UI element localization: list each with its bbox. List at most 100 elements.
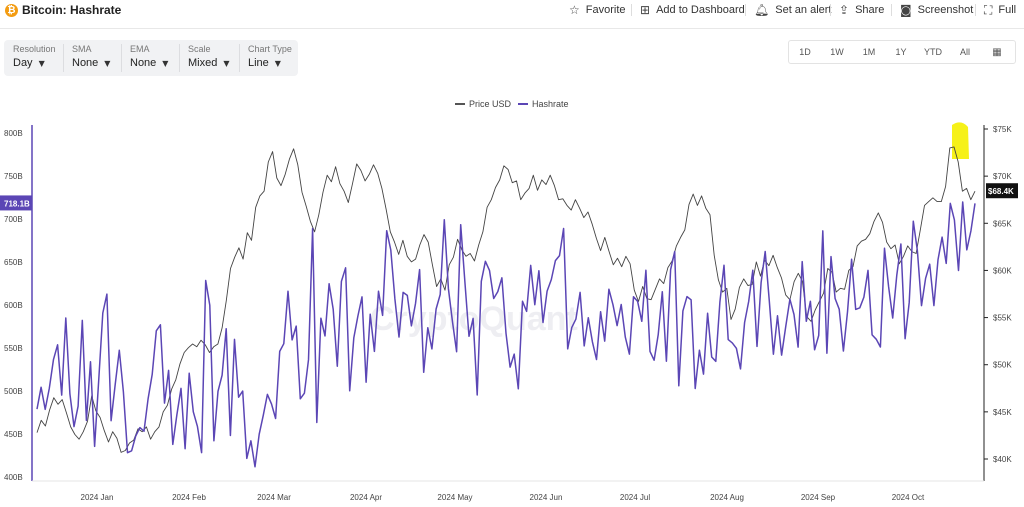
ema-dropdown[interactable]: EMA None ▼ bbox=[130, 44, 168, 69]
x-tick-label: 2024 May bbox=[437, 493, 472, 502]
caret-down-icon: ▼ bbox=[274, 58, 281, 68]
control-divider bbox=[63, 44, 64, 72]
favorite-label: Favorite bbox=[585, 4, 626, 16]
dashboard-add-icon: ⊞ bbox=[640, 3, 651, 17]
range-all-button[interactable]: All bbox=[959, 47, 970, 57]
legend-item-price[interactable]: Price USD bbox=[455, 99, 511, 109]
chart-type-value: Line bbox=[248, 57, 269, 69]
camera-icon: ◙ bbox=[900, 3, 912, 17]
right-tick-label: $70K bbox=[993, 172, 1012, 181]
x-tick-label: 2024 Aug bbox=[710, 493, 744, 502]
x-axis: 2024 Jan 2024 Feb 2024 Mar 2024 Apr 2024 May… bbox=[32, 480, 984, 502]
current-price-label: $68.4K bbox=[988, 187, 1014, 196]
share-button[interactable]: ⇪ Share bbox=[839, 2, 884, 18]
legend-label-price: Price USD bbox=[469, 99, 512, 109]
left-axis: 800B 750B 700B 650B 600B 550B 500B 450B 400B bbox=[4, 125, 33, 482]
resolution-dropdown[interactable]: Resolution Day ▼ bbox=[13, 44, 56, 69]
right-tick-label: $40K bbox=[993, 455, 1012, 464]
right-tick-label: $75K bbox=[993, 125, 1012, 134]
left-tick-label: 750B bbox=[4, 172, 23, 181]
x-tick-label: 2024 Apr bbox=[350, 493, 382, 502]
x-tick-label: 2024 Feb bbox=[172, 493, 206, 502]
legend-swatch-hashrate bbox=[518, 103, 528, 105]
x-tick-label: 2024 Oct bbox=[892, 493, 925, 502]
series-line-price-usd bbox=[36, 146, 976, 453]
range-1d-button[interactable]: 1D bbox=[799, 47, 811, 57]
set-alert-label: Set an alert bbox=[775, 4, 832, 16]
x-tick-label: 2024 Sep bbox=[801, 493, 836, 502]
resolution-value: Day bbox=[13, 57, 33, 69]
scale-dropdown[interactable]: Scale Mixed ▼ bbox=[188, 44, 230, 69]
top-bar: ₿ Bitcoin: Hashrate ☆ Favorite ⊞ Add to … bbox=[0, 0, 1024, 28]
caret-down-icon: ▼ bbox=[104, 58, 111, 68]
legend-label-hashrate: Hashrate bbox=[532, 99, 569, 109]
calendar-icon[interactable]: ▦ bbox=[992, 46, 1002, 58]
bell-icon: 🔔︎ bbox=[754, 3, 770, 17]
left-tick-label: 600B bbox=[4, 301, 23, 310]
toolbar-divider bbox=[830, 4, 831, 16]
axis-value-tags: 718.1B $68.4K bbox=[0, 183, 1018, 211]
current-price-tag bbox=[986, 183, 1018, 199]
header-divider bbox=[0, 28, 1024, 29]
caret-down-icon: ▼ bbox=[38, 58, 45, 68]
toolbar-divider bbox=[975, 4, 976, 16]
left-tick-label: 650B bbox=[4, 258, 23, 267]
legend-item-hashrate[interactable]: Hashrate bbox=[518, 99, 569, 109]
left-tick-label: 800B bbox=[4, 129, 23, 138]
page-title: Bitcoin: Hashrate bbox=[22, 3, 122, 17]
series-line-hashrate bbox=[36, 201, 976, 468]
x-tick-label: 2024 Jul bbox=[620, 493, 650, 502]
ema-label: EMA bbox=[130, 44, 150, 54]
share-icon: ⇪ bbox=[839, 3, 850, 17]
add-to-dashboard-button[interactable]: ⊞ Add to Dashboard bbox=[640, 2, 745, 18]
control-divider bbox=[121, 44, 122, 72]
set-alert-button[interactable]: 🔔︎ Set an alert bbox=[754, 2, 832, 18]
caret-down-icon: ▼ bbox=[162, 58, 169, 68]
left-tick-label: 500B bbox=[4, 387, 23, 396]
highlight-marker bbox=[952, 122, 969, 159]
screenshot-label: Screenshot bbox=[917, 4, 974, 16]
range-1w-button[interactable]: 1W bbox=[830, 47, 844, 57]
star-icon: ☆ bbox=[569, 3, 580, 17]
hashrate-chart[interactable]: CryptoQuant 800B750B700B650B600B550B500B… bbox=[0, 115, 1024, 507]
right-tick-label: $60K bbox=[993, 266, 1012, 275]
control-divider bbox=[179, 44, 180, 72]
bitcoin-logo-icon: ₿ bbox=[5, 4, 18, 17]
chart-type-dropdown[interactable]: Chart Type Line ▼ bbox=[248, 44, 292, 69]
chart-type-label: Chart Type bbox=[248, 44, 292, 54]
fullscreen-label: Full bbox=[998, 4, 1017, 16]
chart-controls: Resolution Day ▼ SMA None ▼ EMA None ▼ Scal… bbox=[4, 40, 298, 76]
current-hashrate-label: 718.1B bbox=[4, 199, 30, 208]
legend-swatch-price bbox=[455, 103, 465, 105]
fullscreen-button[interactable]: ⛶ Full bbox=[984, 2, 1016, 18]
left-tick-label: 450B bbox=[4, 430, 23, 439]
sma-dropdown[interactable]: SMA None ▼ bbox=[72, 44, 110, 69]
right-tick-label: $45K bbox=[993, 408, 1012, 417]
sma-value: None bbox=[72, 57, 99, 69]
scale-label: Scale bbox=[188, 44, 211, 54]
resolution-label: Resolution bbox=[13, 44, 56, 54]
right-tick-label: $50K bbox=[993, 361, 1012, 370]
current-hashrate-tag bbox=[0, 195, 32, 211]
left-tick-label: 400B bbox=[4, 473, 23, 482]
toolbar-divider bbox=[891, 4, 892, 16]
chart-legend: Price USD Hashrate bbox=[0, 99, 1024, 111]
ema-value: None bbox=[130, 57, 157, 69]
control-divider bbox=[239, 44, 240, 72]
time-range-selector: 1D 1W 1M 1Y YTD All ▦ bbox=[788, 40, 1016, 64]
range-1y-button[interactable]: 1Y bbox=[895, 47, 907, 57]
fullscreen-icon: ⛶ bbox=[984, 2, 993, 17]
sma-label: SMA bbox=[72, 44, 92, 54]
range-1m-button[interactable]: 1M bbox=[862, 47, 876, 57]
range-ytd-button[interactable]: YTD bbox=[924, 47, 942, 57]
highlight-marker bbox=[952, 122, 969, 159]
caret-down-icon: ▼ bbox=[223, 58, 230, 68]
toolbar-divider bbox=[631, 4, 632, 16]
share-label: Share bbox=[855, 4, 885, 16]
favorite-button[interactable]: ☆ Favorite bbox=[569, 2, 626, 18]
series-group bbox=[36, 146, 976, 468]
right-tick-label: $55K bbox=[993, 314, 1012, 323]
screenshot-button[interactable]: ◙ Screenshot bbox=[900, 2, 973, 18]
right-tick-label: $65K bbox=[993, 219, 1012, 228]
x-tick-label: 2024 Jan bbox=[81, 493, 114, 502]
